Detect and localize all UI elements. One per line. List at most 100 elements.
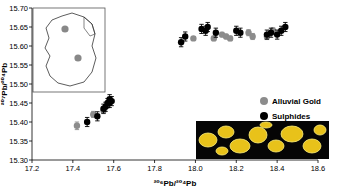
error-cap (265, 39, 269, 40)
x-tick (72, 160, 73, 163)
error-cap (199, 24, 203, 25)
y-tick (29, 8, 32, 9)
legend-label: Sulphides (272, 112, 311, 121)
error-cap (95, 120, 99, 121)
y-tick-label: 15.65 (9, 23, 28, 32)
gold-nugget (314, 125, 326, 135)
y-tick-label: 15.30 (9, 156, 28, 165)
x-tick (236, 160, 237, 163)
error-bar (205, 22, 209, 31)
x-tick (318, 160, 319, 163)
map-site (74, 54, 81, 61)
x-tick-label: 17.4 (66, 164, 81, 173)
error-bar (238, 28, 242, 37)
error-cap (269, 37, 273, 38)
error-bar (179, 38, 183, 47)
error-cap (205, 22, 209, 23)
error-cap (183, 31, 187, 32)
y-tick (29, 65, 32, 66)
error-cap (109, 105, 113, 106)
gold-nugget (260, 122, 272, 128)
map-inset (33, 8, 105, 92)
error-cap (238, 28, 242, 29)
error-cap (275, 39, 279, 40)
error-cap (101, 113, 105, 114)
error-bar (75, 122, 79, 130)
error-cap (214, 37, 218, 38)
error-cap (101, 113, 105, 114)
legend-marker (260, 112, 268, 120)
error-cap (109, 96, 113, 97)
x-tick-label: 18.6 (311, 164, 326, 173)
x-tick-label: 18.0 (188, 164, 203, 173)
error-cap (203, 35, 207, 36)
error-cap (279, 35, 283, 36)
error-bar (183, 32, 187, 41)
gold-photo (196, 121, 329, 159)
error-cap (107, 94, 111, 95)
y-tick (29, 141, 32, 142)
y-tick (29, 84, 32, 85)
points (74, 22, 289, 129)
y-tick-label: 15.45 (9, 99, 28, 108)
error-cap (238, 37, 242, 38)
error-cap (75, 129, 79, 130)
error-cap (205, 31, 209, 32)
y-tick (29, 103, 32, 104)
error-cap (183, 41, 187, 42)
error-cap (265, 39, 269, 40)
x-tick-label: 18.4 (270, 164, 285, 173)
y-axis-title: ²⁰⁷Pb/²⁰⁴Pb (0, 63, 9, 105)
error-bar (214, 28, 218, 37)
y-tick-label: 15.60 (9, 42, 28, 51)
y-tick (29, 27, 32, 28)
y-tick-label: 15.40 (9, 118, 28, 127)
photo-bg (196, 121, 329, 159)
y-tick-label: 15.50 (9, 80, 28, 89)
point (204, 24, 210, 30)
x-axis (32, 160, 318, 161)
x-tick (154, 160, 155, 163)
gold-nugget (249, 127, 267, 143)
x-tick (32, 160, 33, 163)
y-tick (29, 160, 32, 161)
error-cap (85, 126, 89, 127)
x-tick (113, 160, 114, 163)
point (237, 30, 243, 36)
error-cap (95, 111, 99, 112)
error-cap (107, 107, 111, 108)
y-tick-label: 15.35 (9, 137, 28, 146)
gold-nugget (281, 126, 303, 142)
gold-nugget (268, 140, 284, 152)
x-axis-title: ²⁰⁶Pb/²⁰⁴Pb (154, 179, 197, 188)
x-tick-label: 17.2 (25, 164, 40, 173)
point (227, 35, 233, 41)
point (249, 33, 255, 39)
point (94, 113, 100, 119)
error-bar (250, 33, 254, 39)
gold-nugget (218, 126, 234, 138)
error-bar (228, 36, 232, 41)
gold-nugget (303, 139, 321, 153)
error-bar (283, 22, 287, 31)
error-bar (109, 97, 113, 106)
error-cap (199, 33, 203, 34)
error-cap (214, 28, 218, 29)
point (84, 119, 90, 125)
error-cap (283, 22, 287, 23)
error-cap (234, 26, 238, 27)
map-border (84, 17, 95, 36)
legend: Alluvial GoldSulphides (260, 97, 321, 121)
x-tick (195, 160, 196, 163)
map-outline (45, 13, 96, 86)
point (213, 30, 219, 36)
gold-nugget (230, 139, 250, 153)
x-tick-label: 17.6 (106, 164, 121, 173)
error-cap (269, 28, 273, 29)
point (108, 98, 114, 104)
point (74, 123, 80, 129)
y-tick-label: 15.55 (9, 61, 28, 70)
point (178, 39, 184, 45)
error-cap (103, 111, 107, 112)
point (268, 30, 274, 36)
